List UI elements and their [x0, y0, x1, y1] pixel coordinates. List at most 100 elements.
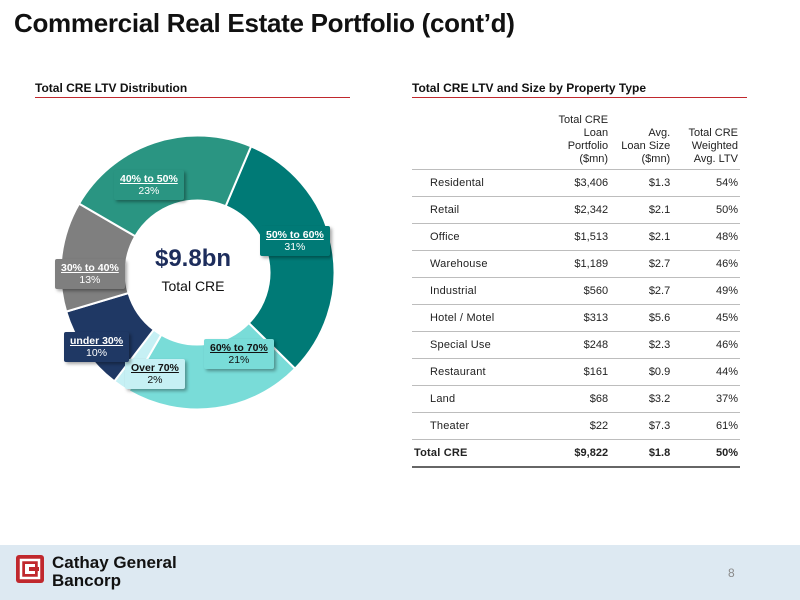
slice-label-40-50: 40% to 50% 23%	[114, 170, 184, 200]
cell-avg-loan-size: $1.3	[610, 169, 673, 197]
cell-property-type: Land	[412, 385, 531, 413]
header-property-type	[412, 114, 531, 170]
ltv-distribution-rule	[35, 97, 350, 98]
cell-total-portfolio: $9,822	[530, 439, 611, 468]
table-row: Industrial $560 $2.7 49%	[412, 277, 740, 305]
header-line: ($mn)	[579, 153, 609, 165]
table-row: Land $68 $3.2 37%	[412, 385, 740, 413]
cell-avg-loan-size: $2.7	[610, 250, 673, 278]
slice-percent: 21%	[228, 354, 250, 366]
cell-property-type: Special Use	[412, 331, 531, 359]
header-weighted-ltv: Total CRE Weighted Avg. LTV	[672, 114, 740, 170]
table-row: Warehouse $1,189 $2.7 46%	[412, 250, 740, 278]
header-line: Total CRE	[688, 127, 738, 139]
cell-weighted-ltv: 48%	[672, 223, 740, 251]
cell-weighted-ltv: 61%	[672, 412, 740, 440]
slice-percent: 10%	[86, 347, 108, 359]
cre-property-table: Total CRE Loan Portfolio ($mn) Avg. Loan…	[412, 114, 740, 468]
table-header-row: Total CRE Loan Portfolio ($mn) Avg. Loan…	[412, 114, 740, 170]
cell-total-avg-loan-size: $1.8	[610, 439, 673, 468]
table-row: Retail $2,342 $2.1 50%	[412, 196, 740, 224]
slice-label-60-70: 60% to 70% 21%	[204, 339, 274, 369]
slice-label-under-30: under 30% 10%	[64, 332, 130, 362]
cell-property-type: Office	[412, 223, 531, 251]
logo-line-1: Cathay General	[52, 553, 177, 572]
cell-portfolio: $248	[530, 331, 611, 359]
donut-center-value: $9.8bn	[154, 245, 232, 272]
cell-portfolio: $3,406	[530, 169, 611, 197]
cell-weighted-ltv: 50%	[672, 196, 740, 224]
header-line: ($mn)	[641, 153, 671, 165]
cell-avg-loan-size: $2.1	[610, 196, 673, 224]
property-type-rule	[412, 97, 747, 98]
table-row: Theater $22 $7.3 61%	[412, 412, 740, 440]
cell-weighted-ltv: 54%	[672, 169, 740, 197]
cell-avg-loan-size: $5.6	[610, 304, 673, 332]
table-body: Residental $3,406 $1.3 54% Retail $2,342 $2.1 5…	[412, 169, 740, 468]
cell-weighted-ltv: 46%	[672, 331, 740, 359]
header-line: Avg. LTV	[693, 153, 738, 165]
slice-percent: 23%	[138, 185, 160, 197]
footer-bar	[0, 545, 800, 600]
cell-portfolio: $313	[530, 304, 611, 332]
cell-portfolio: $1,189	[530, 250, 611, 278]
slice-category: 30% to 40%	[61, 262, 119, 274]
slice-label-over-70: Over 70% 2%	[125, 359, 185, 389]
cell-property-type: Retail	[412, 196, 531, 224]
table-row: Residental $3,406 $1.3 54%	[412, 169, 740, 197]
cell-portfolio: $161	[530, 358, 611, 386]
slice-category: 50% to 60%	[266, 229, 324, 241]
header-line: Weighted	[691, 140, 738, 152]
header-line: Loan Size	[621, 140, 671, 152]
cell-avg-loan-size: $0.9	[610, 358, 673, 386]
cell-portfolio: $68	[530, 385, 611, 413]
cell-property-type: Industrial	[412, 277, 531, 305]
table-row: Office $1,513 $2.1 48%	[412, 223, 740, 251]
ltv-distribution-title: Total CRE LTV Distribution	[35, 81, 188, 95]
logo-line-2: Bancorp	[52, 571, 121, 590]
table-row: Restaurant $161 $0.9 44%	[412, 358, 740, 386]
cell-property-type: Restaurant	[412, 358, 531, 386]
cell-weighted-ltv: 45%	[672, 304, 740, 332]
slice-category: 60% to 70%	[210, 342, 268, 354]
cell-avg-loan-size: $2.7	[610, 277, 673, 305]
cell-property-type: Residental	[412, 169, 531, 197]
slice-category: under 30%	[70, 335, 124, 347]
table-total-row: Total CRE $9,822 $1.8 50%	[412, 439, 740, 468]
cell-total-label: Total CRE	[412, 439, 531, 468]
donut-center-label: Total CRE	[161, 278, 225, 294]
cathay-logo-icon	[16, 555, 44, 583]
page-number: 8	[728, 566, 735, 580]
cell-weighted-ltv: 49%	[672, 277, 740, 305]
cell-portfolio: $2,342	[530, 196, 611, 224]
company-logo-text: Cathay General Bancorp	[52, 554, 177, 590]
header-portfolio: Total CRE Loan Portfolio ($mn)	[530, 114, 611, 170]
cell-avg-loan-size: $2.3	[610, 331, 673, 359]
slice-label-50-60: 50% to 60% 31%	[260, 226, 330, 256]
slice-percent: 31%	[284, 241, 306, 253]
slice-percent: 2%	[147, 374, 163, 386]
header-line: Total CRE Loan	[558, 114, 609, 139]
cell-weighted-ltv: 44%	[672, 358, 740, 386]
slice-category: 40% to 50%	[120, 173, 178, 185]
cell-portfolio: $1,513	[530, 223, 611, 251]
cell-total-weighted-ltv: 50%	[672, 439, 740, 468]
cell-avg-loan-size: $3.2	[610, 385, 673, 413]
slice-percent: 13%	[79, 274, 101, 286]
cell-property-type: Hotel / Motel	[412, 304, 531, 332]
cell-property-type: Warehouse	[412, 250, 531, 278]
cell-weighted-ltv: 37%	[672, 385, 740, 413]
table-row: Hotel / Motel $313 $5.6 45%	[412, 304, 740, 332]
slice-label-30-40: 30% to 40% 13%	[55, 259, 125, 289]
cell-portfolio: $22	[530, 412, 611, 440]
header-line: Portfolio	[567, 140, 609, 152]
page-title: Commercial Real Estate Portfolio (cont’d…	[14, 8, 515, 38]
cell-weighted-ltv: 46%	[672, 250, 740, 278]
cell-avg-loan-size: $2.1	[610, 223, 673, 251]
property-type-title: Total CRE LTV and Size by Property Type	[412, 81, 647, 95]
slice-category: Over 70%	[131, 362, 179, 374]
cell-property-type: Theater	[412, 412, 531, 440]
cell-portfolio: $560	[530, 277, 611, 305]
header-avg-loan-size: Avg. Loan Size ($mn)	[610, 114, 673, 170]
header-line: Avg.	[648, 127, 671, 139]
